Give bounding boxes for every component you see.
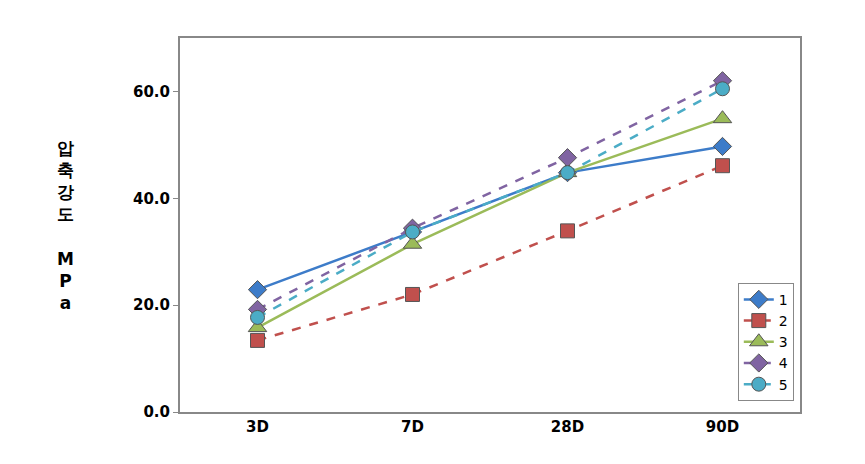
svg-text:40.0: 40.0 <box>133 190 170 208</box>
svg-text:0.0: 0.0 <box>143 403 170 421</box>
svg-text:압축강도 MPa: 압축강도 MPa <box>57 138 74 313</box>
svg-text:20.0: 20.0 <box>133 296 170 314</box>
svg-text:90D: 90D <box>706 418 739 436</box>
svg-text:3D: 3D <box>246 418 269 436</box>
svg-text:3: 3 <box>779 334 788 350</box>
svg-text:28D: 28D <box>551 418 584 436</box>
svg-text:60.0: 60.0 <box>133 83 170 101</box>
svg-text:7D: 7D <box>401 418 424 436</box>
svg-text:2: 2 <box>779 313 788 329</box>
svg-text:5: 5 <box>779 377 788 393</box>
svg-text:1: 1 <box>779 292 788 308</box>
svg-text:4: 4 <box>779 355 788 371</box>
